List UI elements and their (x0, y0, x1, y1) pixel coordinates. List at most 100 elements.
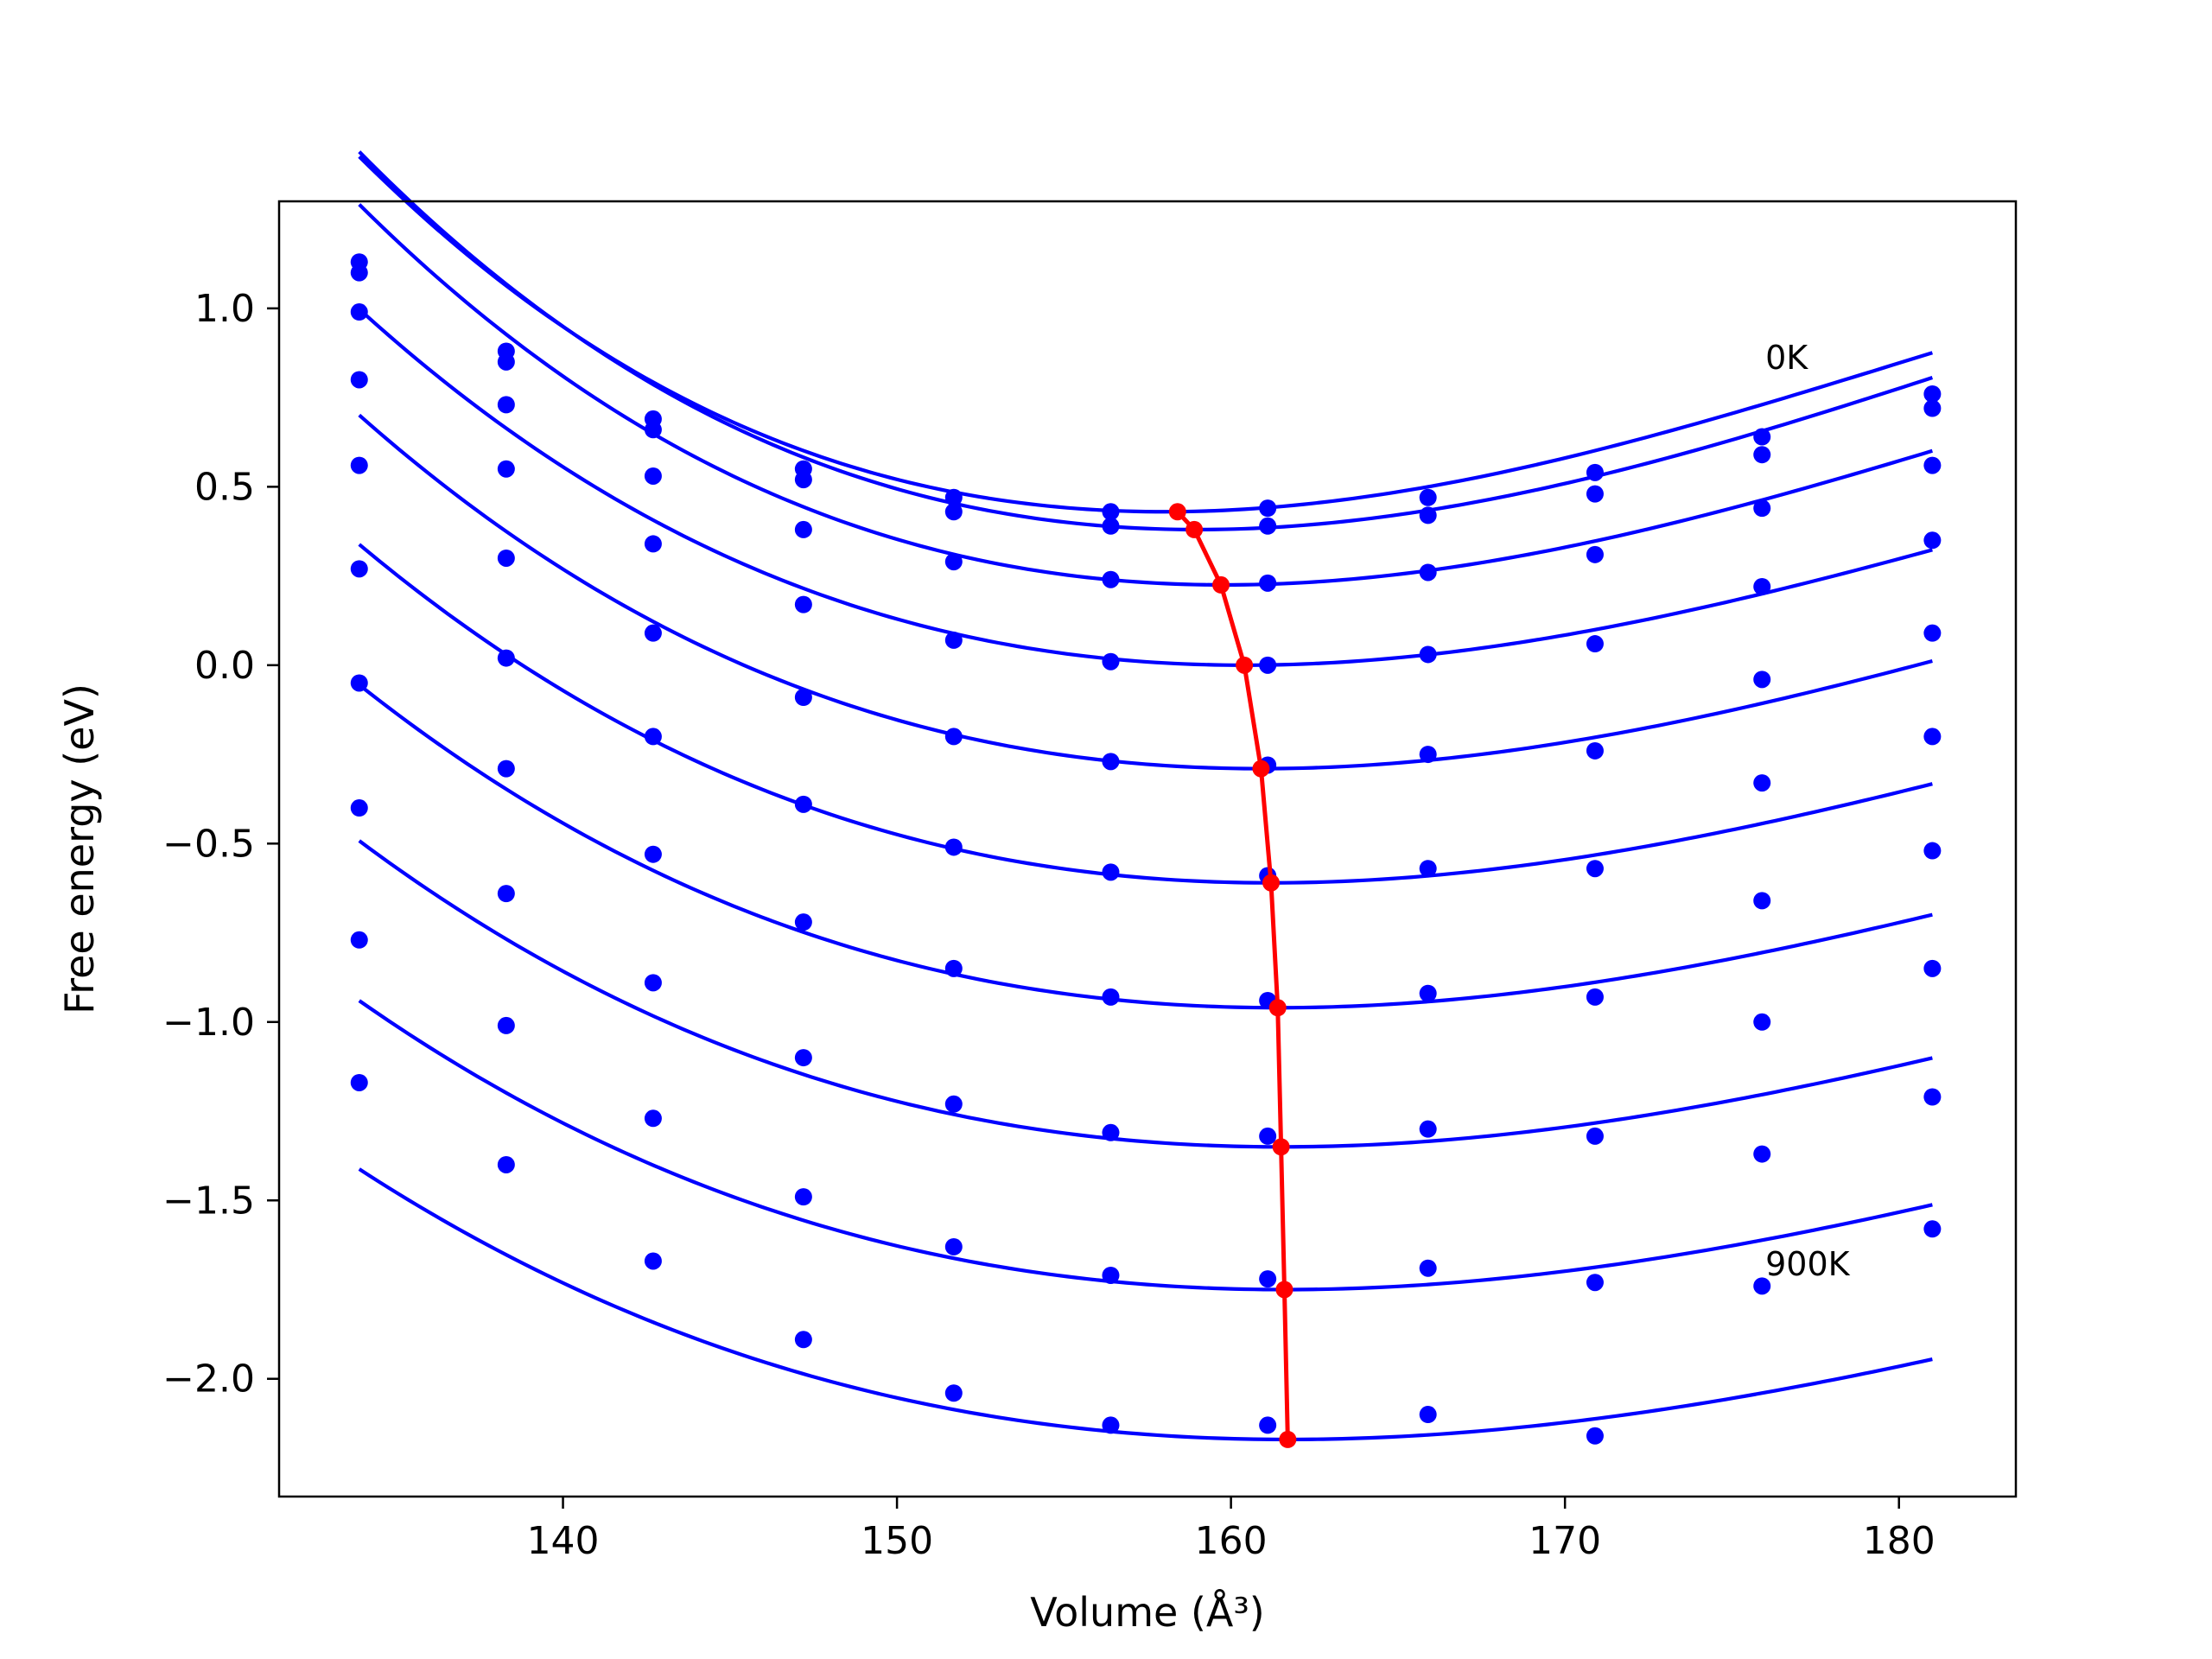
data-point (944, 959, 963, 977)
data-point (794, 1049, 812, 1067)
data-point (1419, 746, 1437, 764)
data-point (794, 913, 812, 931)
data-point (497, 353, 515, 371)
data-point (1753, 774, 1771, 792)
data-point (1586, 988, 1604, 1006)
axes-background (279, 201, 2016, 1497)
fit-curve-10 (358, 1167, 1933, 1442)
data-point (1753, 1145, 1771, 1163)
fit-curve-6 (358, 543, 1933, 885)
temperature-annotation: 900K (1765, 1245, 1851, 1283)
data-point (644, 624, 662, 642)
data-point (644, 845, 662, 863)
data-point (1753, 577, 1771, 595)
data-point (497, 885, 515, 903)
data-point (644, 535, 662, 553)
y-tick-label: 0.0 (194, 644, 255, 688)
annotations: 0K 900K (1765, 339, 1851, 1283)
data-point (1586, 741, 1604, 760)
data-point (1259, 1127, 1277, 1145)
data-point (1586, 1274, 1604, 1292)
data-point (794, 520, 812, 538)
fit-curve-2 (358, 150, 1934, 532)
data-point (944, 553, 963, 571)
data-point (1923, 842, 1942, 860)
data-point (1586, 545, 1604, 563)
data-point (1259, 517, 1277, 535)
y-axis-ticks: 1.0 0.5 0.0 −0.5 −1.0 −1.5 −2.0 (162, 287, 279, 1402)
data-point (794, 471, 812, 489)
data-point (1259, 499, 1277, 518)
x-tick-label: 160 (1195, 1519, 1268, 1563)
data-point (944, 1237, 963, 1255)
data-point (350, 456, 368, 474)
data-point (1419, 1406, 1437, 1424)
data-point (350, 560, 368, 578)
y-tick-label: 0.5 (194, 465, 255, 509)
minimum-curve (1168, 503, 1297, 1448)
data-point (1259, 656, 1277, 674)
minimum-point (1168, 503, 1186, 521)
data-point (794, 1188, 812, 1206)
data-point (1753, 671, 1771, 689)
data-point (350, 799, 368, 817)
data-point (944, 631, 963, 649)
temperature-annotation: 0K (1765, 339, 1808, 377)
fit-curve-7 (358, 683, 1933, 1010)
data-point (1102, 570, 1120, 588)
data-point (644, 467, 662, 485)
data-point (1419, 1259, 1437, 1277)
data-point (644, 728, 662, 746)
data-point (497, 649, 515, 667)
fit-curve-5 (358, 413, 1933, 771)
data-point (1419, 563, 1437, 582)
data-point (1419, 1120, 1437, 1138)
data-point (350, 674, 368, 692)
data-point (350, 371, 368, 389)
data-point (644, 1252, 662, 1270)
data-point (944, 488, 963, 506)
data-point (1923, 531, 1942, 550)
data-point (1753, 1277, 1771, 1295)
data-point (1923, 624, 1942, 642)
x-axis-ticks: 140 150 160 170 180 (527, 1497, 1936, 1563)
data-point (1102, 652, 1120, 671)
axes-frame (277, 200, 2018, 1498)
x-tick-label: 170 (1529, 1519, 1601, 1563)
data-point (1923, 385, 1942, 403)
data-point (1923, 959, 1942, 977)
data-point (350, 931, 368, 949)
data-point (1102, 517, 1120, 535)
y-axis-label: Free energy (eV) (56, 683, 103, 1014)
data-point (1586, 860, 1604, 878)
y-tick-label: −0.5 (162, 822, 255, 866)
data-point (497, 549, 515, 567)
data-points (350, 253, 1942, 1445)
minimum-point (1262, 874, 1281, 892)
data-point (944, 1095, 963, 1113)
data-point (944, 1384, 963, 1402)
data-point (1259, 574, 1277, 592)
x-tick-label: 140 (527, 1519, 600, 1563)
data-point (794, 795, 812, 813)
minimum-point (1185, 520, 1204, 538)
data-point (1419, 488, 1437, 506)
data-point (1259, 1270, 1277, 1288)
minimum-point (1279, 1430, 1297, 1448)
data-point (497, 396, 515, 414)
fit-curve-9 (358, 999, 1933, 1292)
data-point (1923, 1220, 1942, 1238)
data-point (350, 303, 368, 321)
data-point (1923, 399, 1942, 417)
data-point (1586, 1127, 1604, 1145)
data-point (794, 595, 812, 613)
data-point (644, 421, 662, 439)
data-point (1753, 892, 1771, 910)
data-point (1923, 1088, 1942, 1106)
data-point (1419, 506, 1437, 524)
data-point (1102, 503, 1120, 521)
data-point (1753, 428, 1771, 446)
data-point (350, 1073, 368, 1091)
data-point (1419, 860, 1437, 878)
